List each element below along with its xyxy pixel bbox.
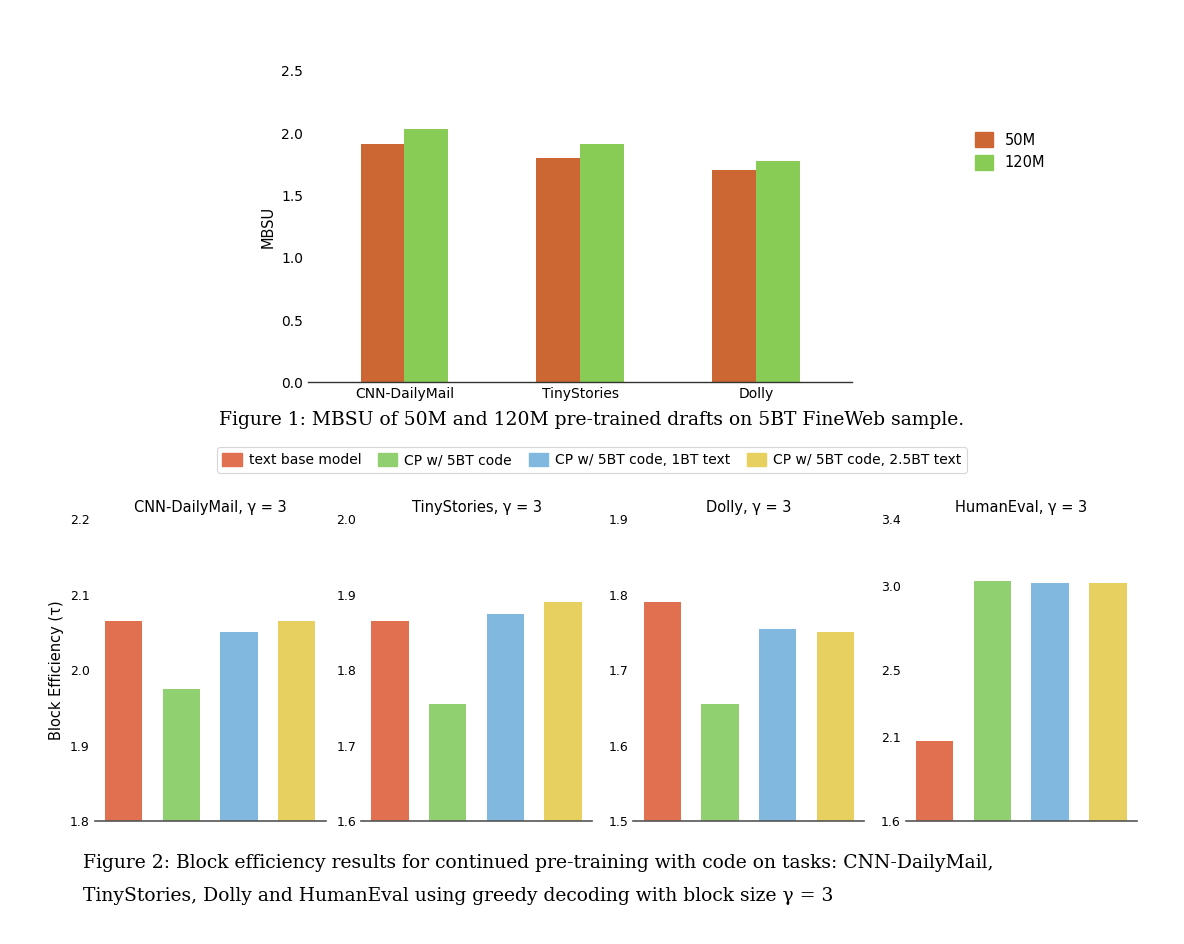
Bar	[1089, 583, 1126, 821]
Bar	[536, 158, 580, 382]
Bar	[644, 602, 681, 821]
Title: Dolly, γ = 3: Dolly, γ = 3	[706, 500, 792, 515]
Bar	[580, 144, 624, 382]
Bar	[545, 602, 581, 821]
Bar	[278, 621, 315, 821]
Y-axis label: Block Efficiency (τ): Block Efficiency (τ)	[50, 600, 64, 740]
Bar	[372, 621, 408, 821]
Title: HumanEval, γ = 3: HumanEval, γ = 3	[955, 500, 1087, 515]
Bar	[429, 704, 466, 821]
Legend: text base model, CP w/ 5BT code, CP w/ 5BT code, 1BT text, CP w/ 5BT code, 2.5BT: text base model, CP w/ 5BT code, CP w/ 5…	[217, 447, 967, 473]
Legend: 50M, 120M: 50M, 120M	[967, 125, 1053, 177]
Text: TinyStories, Dolly and HumanEval using greedy decoding with block size γ = 3: TinyStories, Dolly and HumanEval using g…	[83, 887, 834, 905]
Bar	[759, 629, 797, 821]
Title: TinyStories, γ = 3: TinyStories, γ = 3	[412, 500, 541, 515]
Bar	[405, 129, 449, 382]
Bar	[162, 689, 200, 821]
Bar	[916, 741, 953, 821]
Text: Figure 2: Block efficiency results for continued pre-training with code on tasks: Figure 2: Block efficiency results for c…	[83, 854, 993, 872]
Text: Figure 1: MBSU of 50M and 120M pre-trained drafts on 5BT FineWeb sample.: Figure 1: MBSU of 50M and 120M pre-train…	[219, 411, 965, 430]
Bar	[105, 621, 142, 821]
Bar	[1031, 583, 1069, 821]
Bar	[712, 171, 755, 382]
Y-axis label: MBSU: MBSU	[260, 206, 276, 247]
Bar	[755, 160, 799, 382]
Bar	[487, 614, 525, 821]
Bar	[817, 632, 854, 821]
Bar	[973, 582, 1011, 821]
Bar	[361, 144, 405, 382]
Bar	[701, 704, 739, 821]
Bar	[220, 632, 258, 821]
Title: CNN-DailyMail, γ = 3: CNN-DailyMail, γ = 3	[134, 500, 287, 515]
